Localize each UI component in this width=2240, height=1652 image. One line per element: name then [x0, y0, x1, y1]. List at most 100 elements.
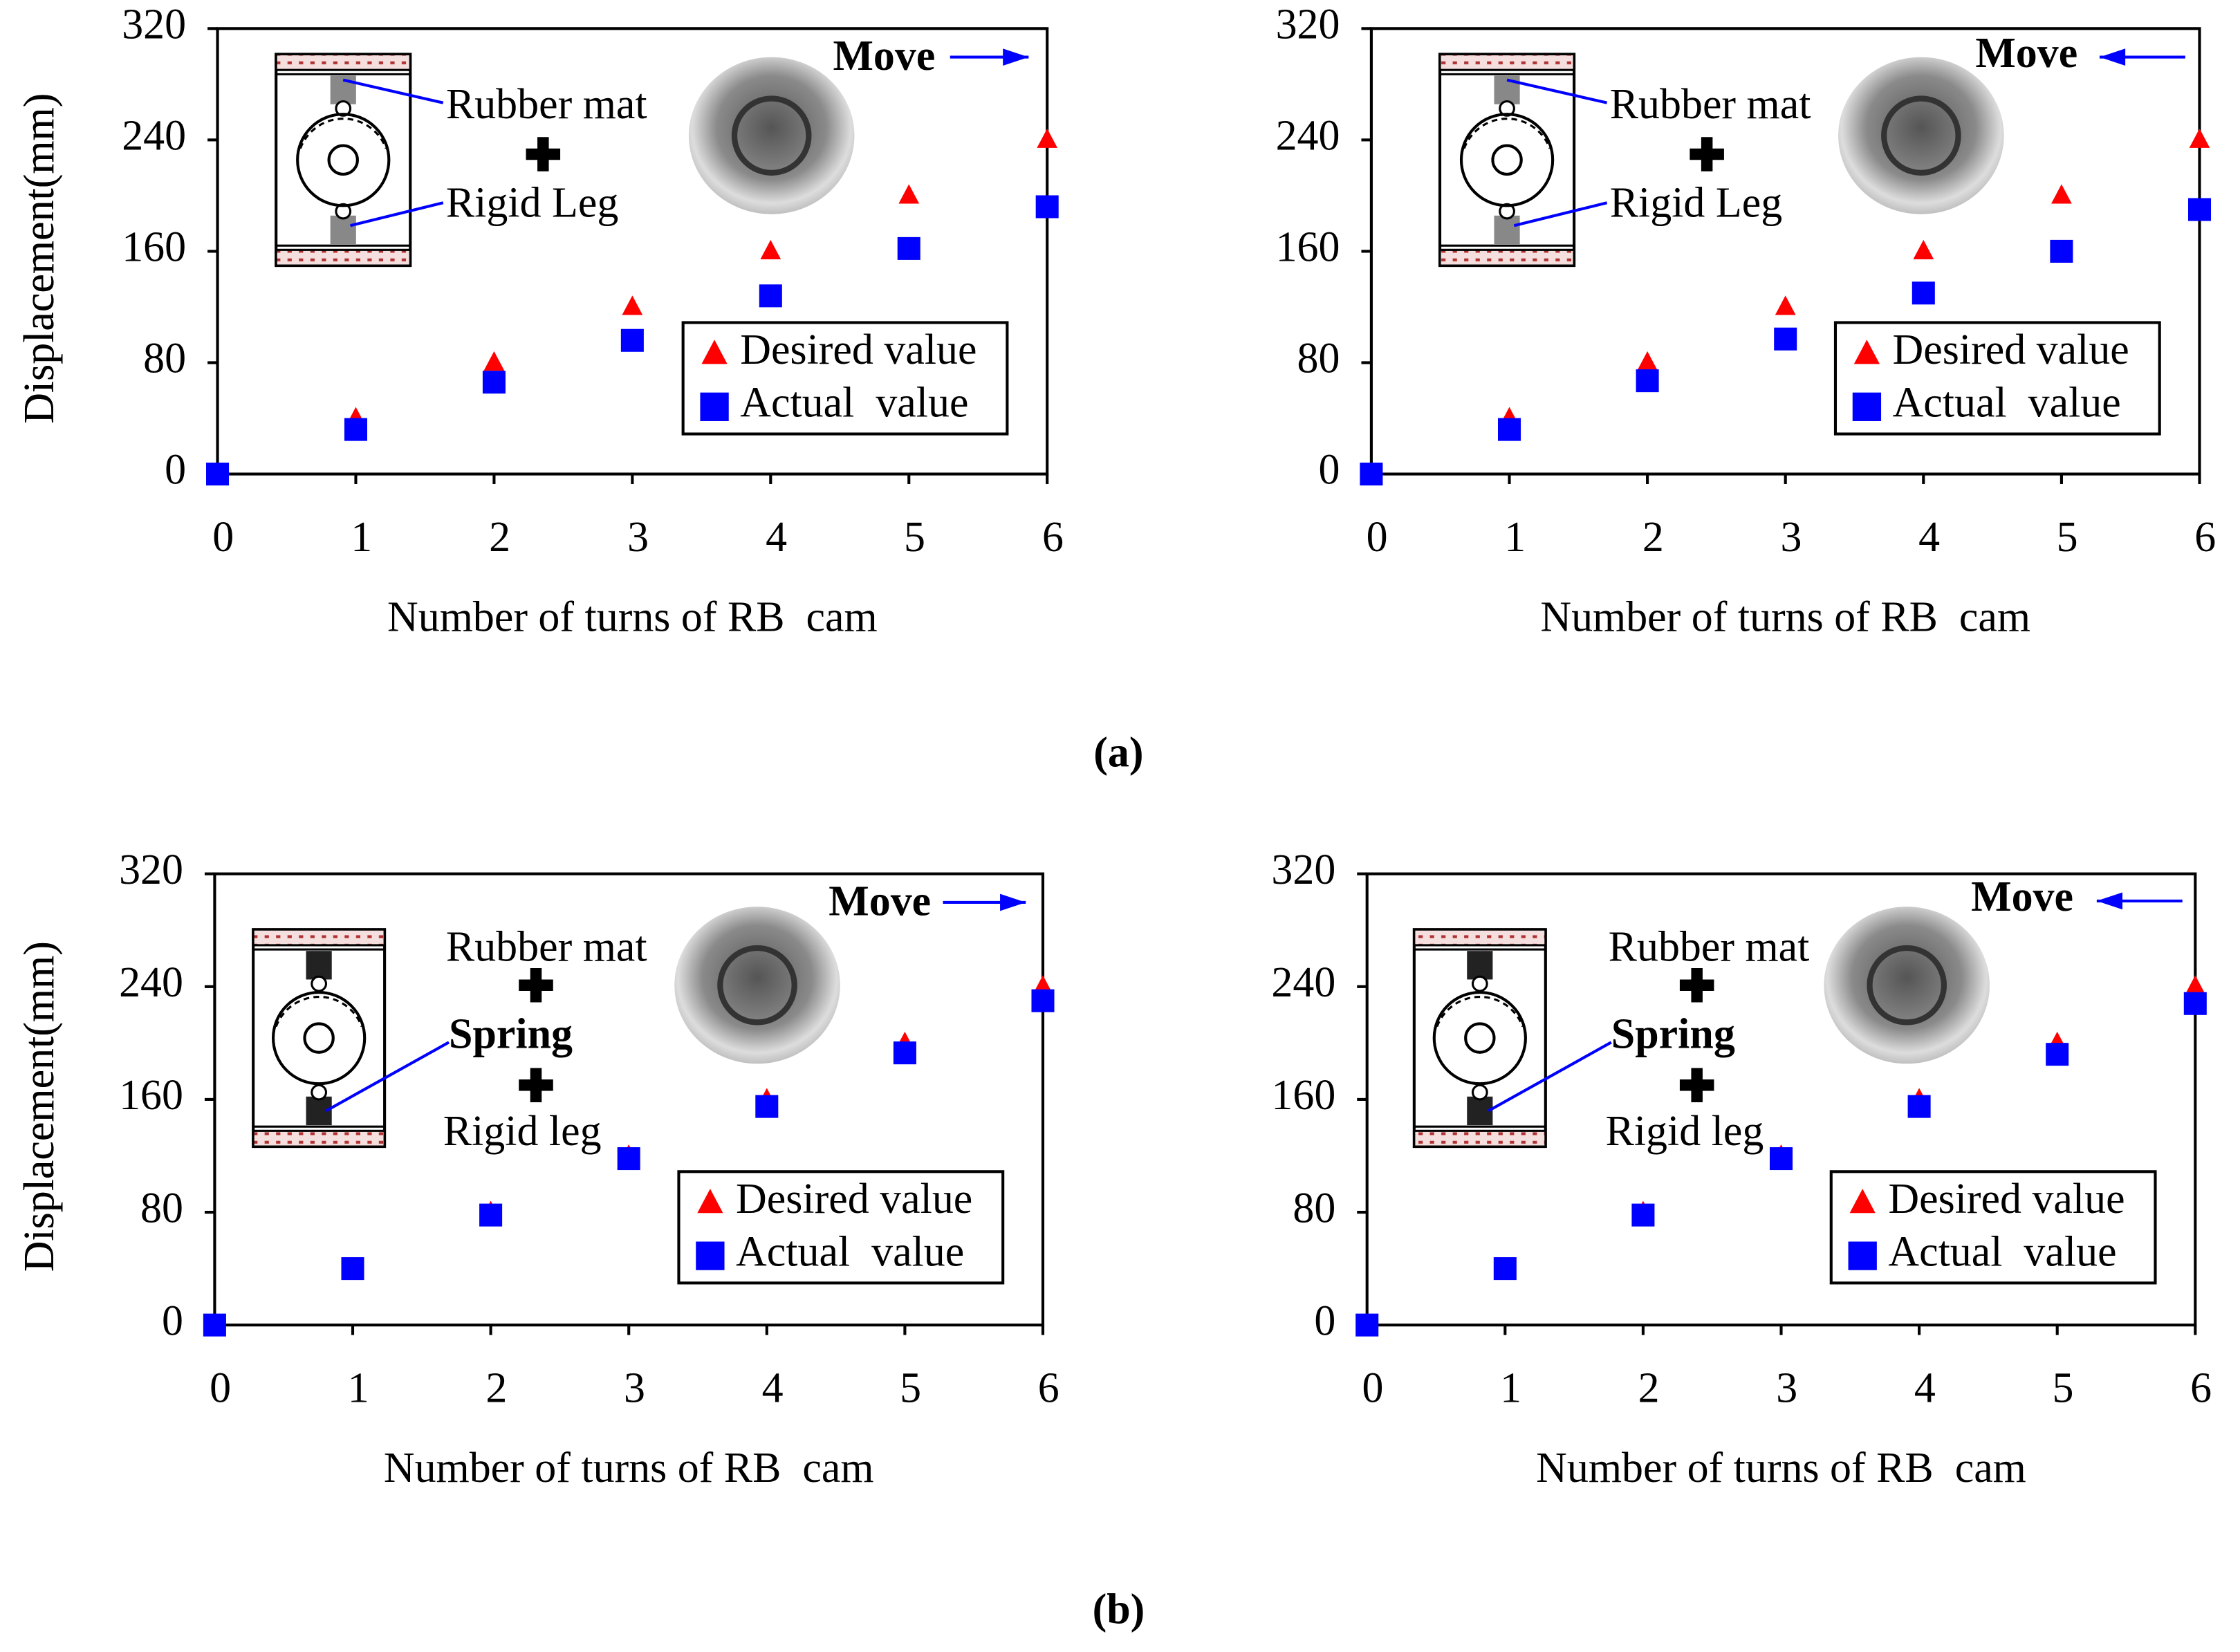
data-point [760, 239, 781, 259]
data-point [479, 1203, 503, 1227]
y-tick-label: 0 [162, 1297, 183, 1344]
photo [688, 57, 855, 214]
data-point [893, 1041, 916, 1065]
data-point [482, 371, 506, 394]
x-axis-label: Number of turns of RB cam [1540, 593, 2030, 640]
joint [311, 975, 328, 992]
data-point [1031, 989, 1055, 1012]
cam [271, 990, 367, 1086]
x-tick-label: 3 [1780, 514, 1802, 561]
cam [1459, 113, 1555, 207]
y-tick-label: 320 [119, 846, 183, 893]
legend-marker [1853, 340, 1880, 364]
x-tick-label: 5 [2057, 514, 2078, 561]
leader-line [350, 201, 444, 228]
legend-label: Desired value [1893, 326, 2129, 373]
annotation: Rigid Leg [446, 180, 618, 227]
cross-mark [1679, 1068, 1714, 1103]
data-point [1912, 281, 1935, 305]
leg [1467, 951, 1493, 980]
legend-marker [1849, 1189, 1876, 1214]
joint [1471, 975, 1488, 992]
y-tick-label: 240 [122, 113, 186, 160]
data-point [1035, 195, 1059, 219]
x-tick-label: 1 [1504, 514, 1526, 561]
y-tick-label: 80 [143, 335, 186, 382]
legend-label: Actual value [740, 380, 968, 427]
rubber-mat [1413, 928, 1547, 947]
y-tick-label: 240 [1271, 959, 1335, 1006]
data-point [2046, 1043, 2069, 1066]
y-tick-label: 160 [122, 224, 186, 271]
move-arrow-head [1003, 48, 1029, 66]
data-point [206, 463, 230, 486]
leg [330, 215, 356, 245]
cam [1432, 990, 1527, 1086]
cam-dash [275, 995, 363, 1028]
x-tick-label: 6 [2190, 1364, 2212, 1411]
x-tick-label: 4 [766, 514, 787, 561]
data-point [203, 1313, 226, 1337]
move-arrow-head [1000, 893, 1026, 911]
photo [1838, 57, 2004, 214]
data-point [1355, 1313, 1379, 1337]
annotation: Move [1971, 873, 2073, 920]
annotation: Move [829, 878, 931, 925]
data-point [1907, 1095, 1931, 1118]
legend-label: Desired value [736, 1176, 972, 1223]
legend-marker [701, 340, 728, 364]
y-tick-label: 240 [119, 959, 183, 1006]
legend-box [677, 1170, 1005, 1285]
cross-mark [519, 1068, 553, 1103]
annotation: Rubber mat [1609, 923, 1810, 970]
legend-label: Desired value [1888, 1176, 2125, 1223]
leader-line [1513, 201, 1608, 228]
rubber-mat [1438, 248, 1575, 267]
legend-box [681, 321, 1009, 436]
x-tick-label: 4 [1918, 514, 1940, 561]
shaft [1464, 1022, 1496, 1054]
annotation: Move [1975, 30, 2077, 77]
legend-marker [697, 1189, 723, 1214]
data-point [1637, 351, 1658, 371]
annotation: Rigid Leg [1610, 180, 1782, 227]
x-tick-label: 6 [1038, 1364, 1059, 1411]
legend-box [1833, 321, 2161, 436]
x-axis-label: Number of turns of RB cam [387, 593, 878, 640]
leg [1494, 215, 1520, 245]
x-tick-label: 5 [904, 514, 925, 561]
y-tick-label: 320 [1271, 846, 1335, 893]
data-point [617, 1147, 640, 1171]
x-tick-label: 2 [1642, 514, 1664, 561]
x-tick-label: 6 [2194, 514, 2216, 561]
data-point [2050, 239, 2073, 263]
x-tick-label: 0 [210, 1364, 231, 1411]
data-point [755, 1095, 779, 1118]
cam-dash [1436, 995, 1524, 1028]
data-point [1775, 295, 1796, 315]
shaft [327, 144, 359, 176]
cross-mark [526, 137, 561, 171]
rubber-mat [252, 928, 386, 947]
cross-mark [1690, 137, 1724, 171]
leader-line [1506, 78, 1608, 104]
move-arrow-head [2099, 48, 2126, 66]
annotation: Rigid leg [1606, 1108, 1764, 1155]
cross-mark [519, 967, 553, 1003]
leader-line [1488, 1041, 1612, 1113]
data-point [1774, 327, 1797, 351]
legend-marker [1848, 1241, 1877, 1270]
data-point [1037, 128, 1058, 148]
panel-label: (b) [1093, 1586, 1145, 1633]
rubber-mat [275, 53, 411, 71]
data-point [2185, 975, 2206, 995]
x-tick-label: 0 [1367, 514, 1388, 561]
annotation: Rubber mat [1610, 81, 1811, 128]
annotation: Rubber mat [446, 81, 647, 128]
y-tick-label: 240 [1276, 113, 1340, 160]
x-axis-label: Number of turns of RB cam [384, 1445, 874, 1492]
data-point [1636, 369, 1659, 393]
cam-dash [299, 118, 387, 149]
x-tick-label: 2 [1638, 1364, 1660, 1411]
annotation: Rubber mat [446, 923, 647, 970]
